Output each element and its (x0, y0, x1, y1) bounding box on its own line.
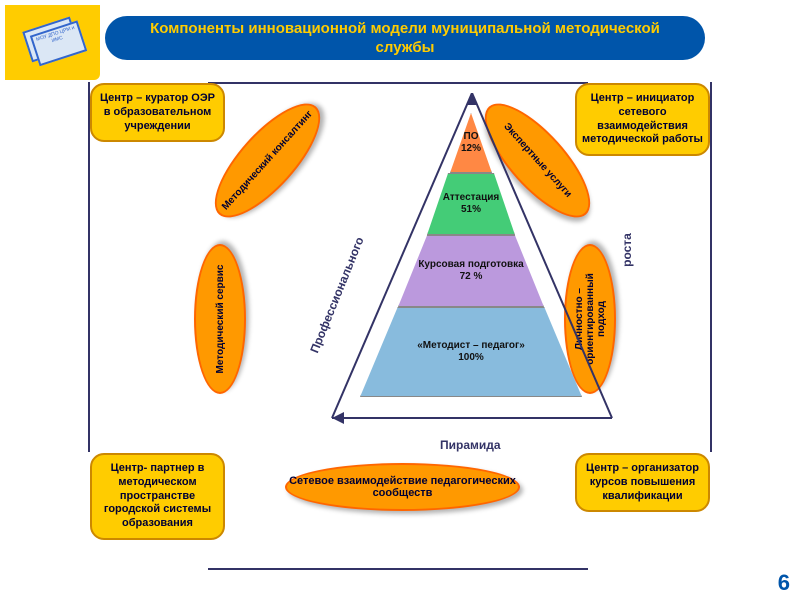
label-right-side: роста (620, 233, 634, 267)
pyramid-layer: «Методист – педагог»100% (360, 307, 582, 397)
label-bottom: Пирамида (440, 438, 501, 452)
title-bar: Компоненты инновационной модели муниципа… (105, 16, 705, 60)
page-number: 6 (778, 570, 790, 596)
frame-line (208, 568, 588, 570)
page-title: Компоненты инновационной модели муниципа… (125, 19, 685, 58)
frame-line (208, 82, 588, 84)
pyramid-layer: Аттестация51% (427, 173, 515, 235)
diagram-frame: Центр – куратор ОЭР в образовательном уч… (70, 68, 730, 578)
pyramid-layer: ПО12% (450, 113, 492, 173)
corner-box-top-left: Центр – куратор ОЭР в образовательном уч… (90, 83, 225, 142)
frame-line (710, 82, 712, 452)
corner-box-bottom-left: Центр- партнер в методическом пространст… (90, 453, 225, 540)
pyramid-layer: Курсовая подготовка72 % (398, 235, 544, 307)
ellipse-bottom: Сетевое взаимодействие педагогических со… (285, 463, 520, 511)
corner-box-bottom-right: Центр – организатор курсов повышения ква… (575, 453, 710, 512)
ellipse-mid-left: Методический сервис (194, 244, 246, 394)
logo-icon: МОУ ДПО ЦРМ и ИМС (17, 12, 88, 73)
frame-line (88, 82, 90, 452)
corner-box-top-right: Центр – инициатор сетевого взаимодействи… (575, 83, 710, 156)
pyramid: ПО12%Аттестация51%Курсовая подготовка72 … (350, 113, 590, 423)
